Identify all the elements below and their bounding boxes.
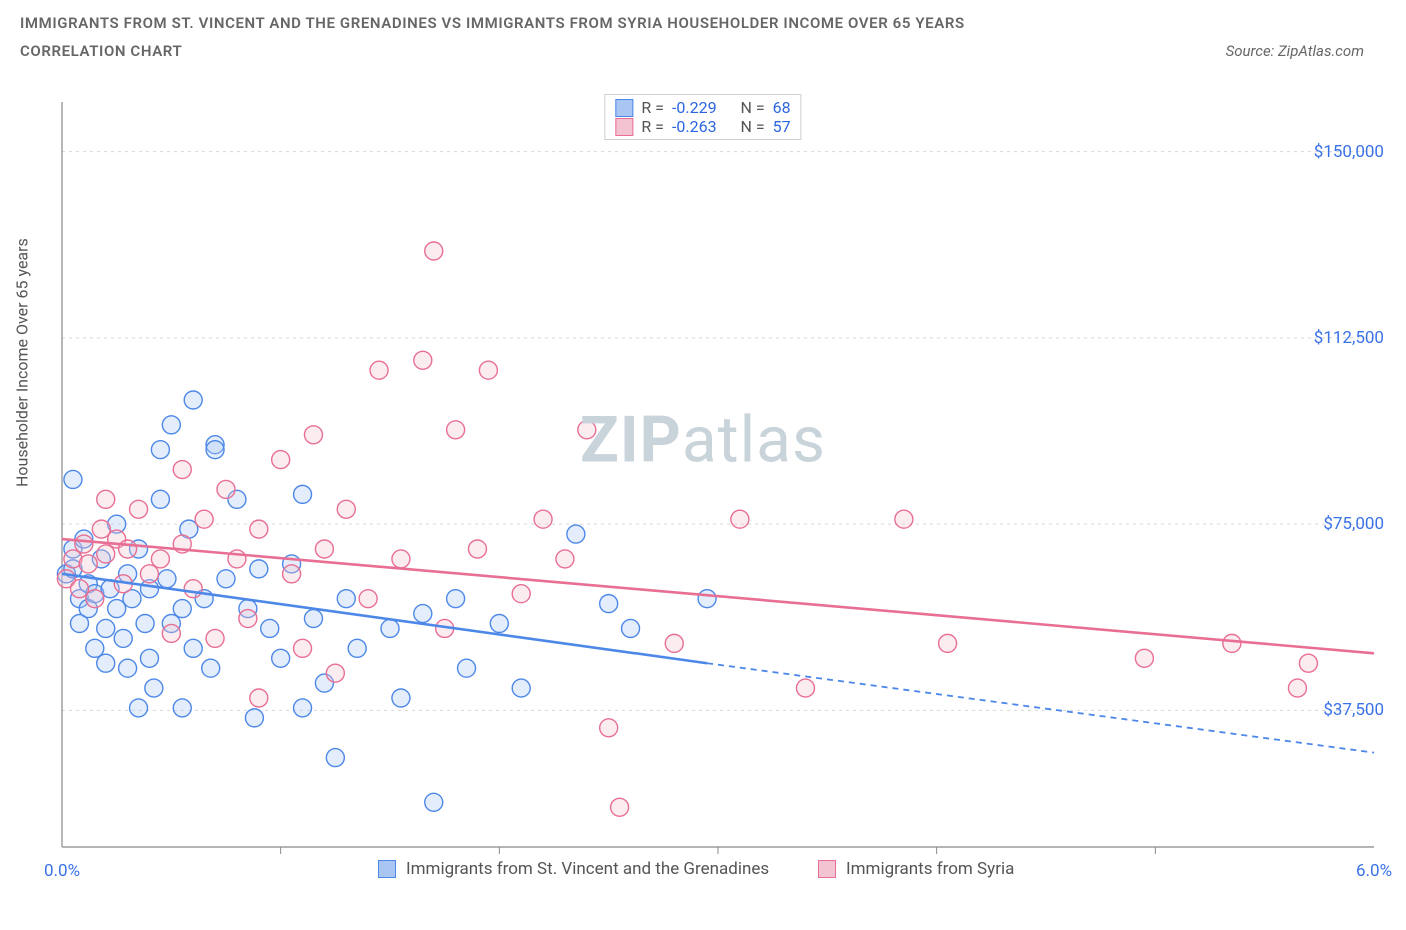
stat-r-label: R = [641, 98, 664, 117]
y-axis-label: Householder Income Over 65 years [13, 238, 32, 487]
stat-r-label: R = [641, 117, 664, 136]
legend-label: Immigrants from St. Vincent and the Gren… [406, 859, 769, 879]
legend-swatch [615, 118, 633, 136]
stat-n-label: N = [741, 98, 765, 117]
legend-stats: R = -0.229 N = 68 R = -0.263 N = 57 [604, 94, 801, 140]
stat-n-value: 68 [773, 98, 791, 117]
chart-title-line1: IMMIGRANTS FROM ST. VINCENT AND THE GREN… [20, 14, 1386, 32]
stat-r-value: -0.263 [672, 117, 717, 136]
y-tick-label: $150,000 [1314, 142, 1384, 162]
stat-r-value: -0.229 [672, 98, 717, 117]
legend-stat-row: R = -0.229 N = 68 [615, 98, 790, 117]
legend-series: Immigrants from St. Vincent and the Gren… [378, 859, 769, 879]
y-tick-label: $37,500 [1323, 700, 1384, 720]
legend-swatch [615, 99, 633, 117]
x-tick-label: 6.0% [1356, 861, 1392, 881]
x-tick-label: 0.0% [44, 861, 80, 881]
chart-title-line2: CORRELATION CHART [20, 42, 182, 60]
legend-label: Immigrants from Syria [846, 859, 1014, 879]
stat-n-label: N = [741, 117, 765, 136]
stat-n-value: 57 [773, 117, 791, 136]
chart-canvas [18, 92, 1388, 882]
legend-stat-row: R = -0.263 N = 57 [615, 117, 790, 136]
y-tick-label: $112,500 [1314, 328, 1384, 348]
y-tick-label: $75,000 [1323, 514, 1384, 534]
correlation-chart: Householder Income Over 65 years R =-0.2… [18, 92, 1388, 882]
source-label: Source: ZipAtlas.com [1226, 42, 1386, 60]
legend-swatch [378, 860, 396, 878]
legend-series: Immigrants from Syria [818, 859, 1014, 879]
legend-swatch [818, 860, 836, 878]
